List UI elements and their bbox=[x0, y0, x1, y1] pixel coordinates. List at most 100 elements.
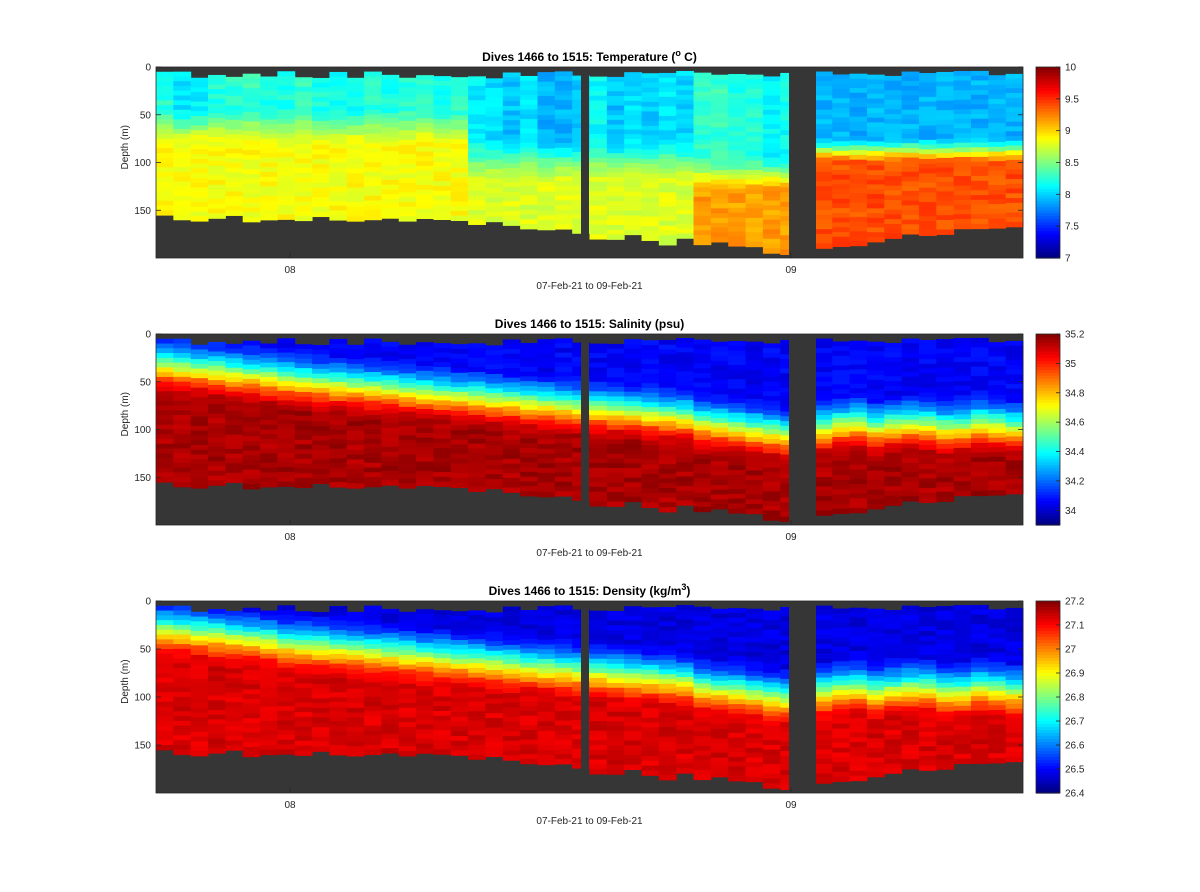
heatmap-cell bbox=[936, 210, 955, 216]
heatmap-cell bbox=[433, 119, 452, 125]
heatmap-cell bbox=[693, 225, 712, 231]
heatmap-cell bbox=[988, 204, 1007, 210]
heatmap-cell bbox=[260, 405, 278, 411]
heatmap-cell bbox=[260, 692, 278, 698]
heatmap-cell bbox=[260, 105, 278, 111]
heatmap-cell bbox=[918, 707, 937, 714]
heatmap-cell bbox=[589, 200, 608, 207]
heatmap-cell bbox=[242, 178, 261, 185]
heatmap-cell bbox=[485, 92, 504, 99]
heatmap-cell bbox=[762, 200, 781, 206]
heatmap-cell bbox=[641, 464, 660, 470]
heatmap-cell bbox=[554, 457, 573, 464]
heatmap-cell bbox=[225, 711, 244, 718]
heatmap-cell bbox=[884, 624, 903, 630]
heatmap-cell bbox=[710, 494, 729, 500]
heatmap-cell bbox=[468, 424, 486, 430]
heatmap-cell bbox=[710, 232, 729, 238]
heatmap-cell bbox=[901, 167, 920, 173]
heatmap-cell bbox=[814, 648, 833, 655]
heatmap-cell bbox=[658, 473, 677, 480]
heatmap-cell bbox=[554, 338, 573, 344]
heatmap-cell bbox=[554, 438, 573, 445]
heatmap-cell bbox=[884, 390, 903, 397]
heatmap-cell bbox=[450, 477, 469, 484]
heatmap-cell bbox=[277, 376, 296, 382]
heatmap-cell bbox=[936, 701, 955, 708]
heatmap-cell bbox=[190, 635, 209, 642]
heatmap-cell bbox=[398, 659, 417, 666]
heatmap-cell bbox=[866, 771, 885, 778]
heatmap-cell bbox=[364, 195, 382, 202]
heatmap-cell bbox=[225, 196, 244, 202]
heatmap-cell bbox=[606, 353, 625, 359]
heatmap-cell bbox=[849, 469, 868, 475]
heatmap-cell bbox=[641, 87, 660, 93]
heatmap-cell bbox=[866, 743, 885, 749]
heatmap-cell bbox=[918, 158, 937, 165]
heatmap-cell bbox=[416, 346, 434, 353]
heatmap-cell bbox=[416, 733, 434, 740]
heatmap-cell bbox=[208, 729, 226, 735]
heatmap-cell bbox=[173, 687, 192, 693]
heatmap-cell bbox=[554, 343, 573, 349]
heatmap-cell bbox=[884, 385, 903, 392]
heatmap-cell bbox=[225, 372, 244, 378]
heatmap-cell bbox=[988, 442, 1007, 448]
heatmap-cell bbox=[260, 448, 278, 454]
heatmap-cell bbox=[294, 454, 313, 460]
heatmap-cell bbox=[676, 466, 695, 473]
colorbar-swatch bbox=[1036, 420, 1060, 425]
heatmap-cell bbox=[364, 477, 382, 483]
heatmap-cell bbox=[156, 343, 174, 349]
heatmap-cell bbox=[624, 86, 643, 92]
heatmap-cell bbox=[641, 445, 660, 451]
heatmap-cell bbox=[693, 459, 712, 465]
colorbar-swatch bbox=[1036, 78, 1060, 83]
heatmap-cell bbox=[173, 458, 192, 464]
heatmap-cell bbox=[294, 702, 313, 708]
heatmap-cell bbox=[156, 90, 174, 97]
heatmap-cell bbox=[849, 364, 868, 370]
colorbar-swatch bbox=[1036, 402, 1060, 407]
heatmap-cell bbox=[693, 82, 712, 88]
heatmap-cell bbox=[329, 644, 348, 650]
heatmap-cell bbox=[762, 768, 781, 775]
heatmap-cell bbox=[589, 162, 608, 168]
heatmap-cell bbox=[190, 468, 209, 475]
heatmap-cell bbox=[606, 229, 625, 236]
heatmap-cell bbox=[762, 486, 781, 493]
heatmap-cell bbox=[312, 125, 330, 132]
heatmap-cell bbox=[277, 605, 296, 611]
heatmap-cell bbox=[728, 222, 747, 228]
heatmap-cell bbox=[624, 730, 643, 737]
heatmap-cell bbox=[225, 382, 244, 388]
heatmap-cell bbox=[520, 619, 538, 626]
heatmap-cell bbox=[901, 391, 920, 397]
heatmap-cell bbox=[381, 389, 400, 395]
heatmap-cell bbox=[277, 104, 296, 111]
heatmap-cell bbox=[260, 152, 278, 159]
heatmap-cell bbox=[520, 133, 538, 139]
heatmap-cell bbox=[849, 703, 868, 710]
heatmap-cell bbox=[693, 86, 712, 93]
heatmap-cell bbox=[676, 104, 695, 110]
heatmap-cell bbox=[988, 385, 1007, 391]
heatmap-cell bbox=[364, 367, 382, 373]
heatmap-cell bbox=[658, 339, 677, 346]
heatmap-cell bbox=[554, 429, 573, 435]
heatmap-cell bbox=[936, 157, 955, 164]
heatmap-cell bbox=[832, 112, 851, 119]
heatmap-cell bbox=[346, 464, 365, 470]
heatmap-cell bbox=[589, 472, 608, 478]
heatmap-cell bbox=[277, 209, 296, 216]
heatmap-cell bbox=[641, 645, 660, 652]
heatmap-cell bbox=[277, 744, 296, 750]
heatmap-cell bbox=[156, 706, 174, 712]
heatmap-cell bbox=[693, 373, 712, 379]
heatmap-cell bbox=[277, 682, 296, 688]
heatmap-cell bbox=[641, 73, 660, 79]
heatmap-cell bbox=[762, 243, 781, 249]
heatmap-cell bbox=[242, 607, 261, 614]
heatmap-cell bbox=[710, 446, 729, 453]
